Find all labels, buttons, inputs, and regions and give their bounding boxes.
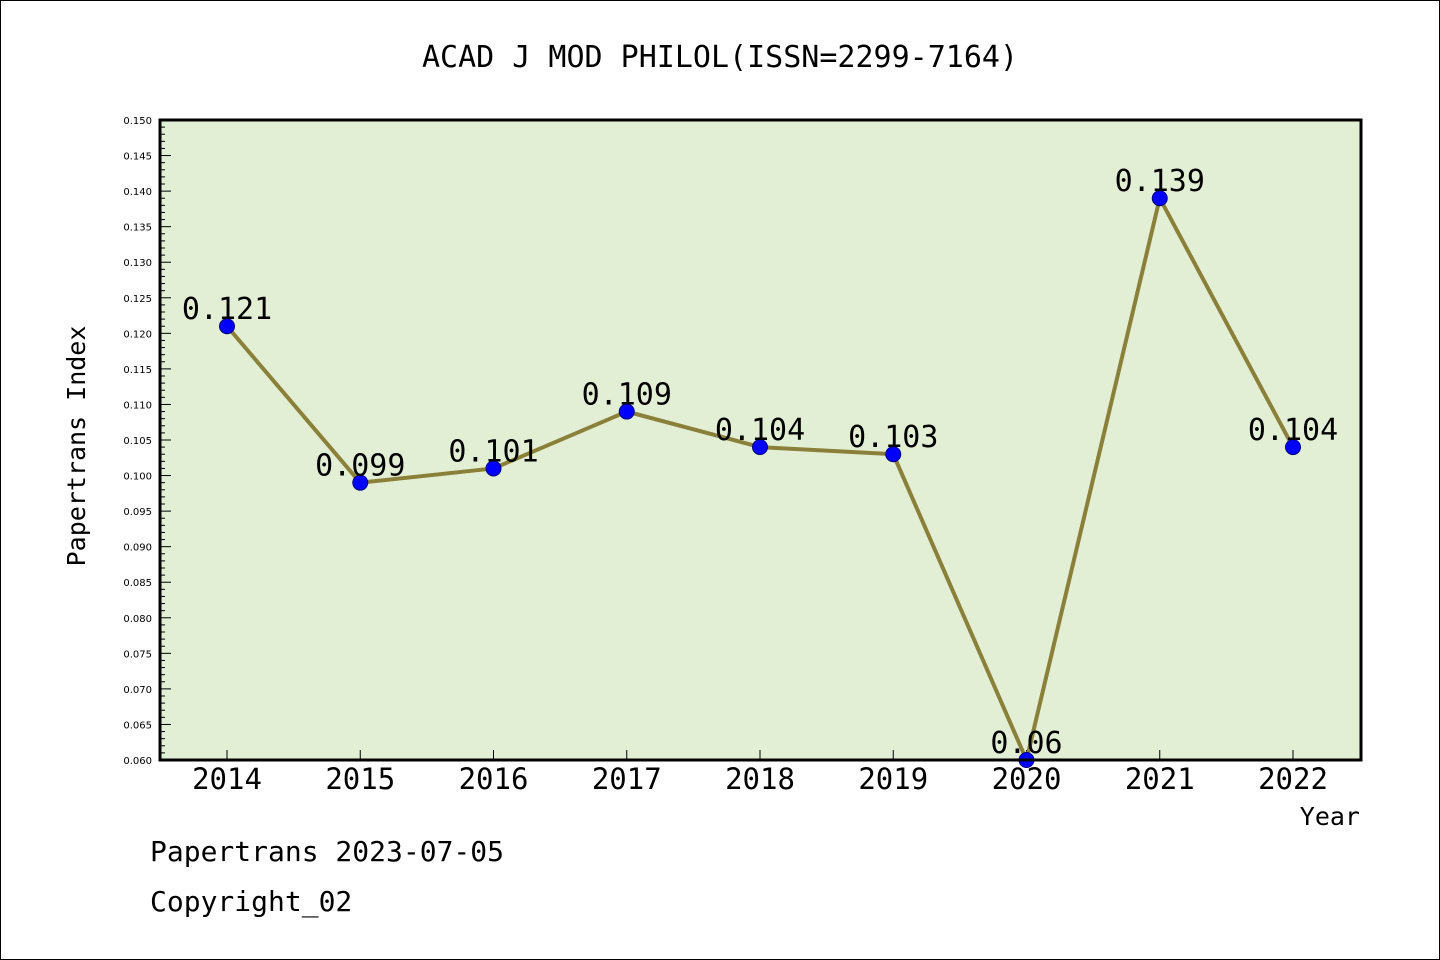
data-label: 0.104 [1248, 413, 1338, 448]
data-point-marker [752, 439, 768, 456]
chart-title: ACAD J MOD PHILOL(ISSN=2299-7164) [422, 40, 1018, 75]
y-tick-label: 0.120 [123, 329, 152, 340]
y-tick-label: 0.105 [123, 436, 152, 447]
data-point-marker [352, 474, 369, 491]
x-tick-label: 2014 [192, 762, 262, 796]
y-tick-label: 0.085 [123, 578, 152, 589]
data-label: 0.139 [1115, 164, 1205, 199]
x-tick-label: 2018 [725, 762, 795, 796]
y-axis-label: Papertrans Index [62, 326, 91, 567]
x-tick-label: 2017 [592, 762, 662, 796]
y-tick-label: 0.060 [123, 756, 152, 767]
x-tick-label: 2019 [858, 762, 928, 796]
data-point-marker [485, 460, 502, 477]
x-axis-label: Year [1300, 802, 1360, 831]
y-tick-label: 0.090 [123, 543, 152, 554]
data-label: 0.099 [315, 449, 405, 484]
y-tick-label: 0.115 [123, 365, 152, 376]
plot-border [158, 118, 1363, 762]
data-label: 0.103 [848, 420, 938, 455]
y-tick-label: 0.140 [123, 187, 152, 198]
x-tick-label: 2016 [459, 762, 529, 796]
x-tick-label: 2021 [1125, 762, 1195, 796]
data-labels: 0.121 0.099 0.101 0.109 0.104 0.103 0.06 0.139 0… [182, 164, 1338, 761]
footer-copyright: Copyright_02 [150, 885, 353, 918]
y-tick-label: 0.150 [123, 116, 152, 127]
x-axis-ticks: 2014 2015 2016 2017 2018 2019 2020 2021 2022 [192, 750, 1328, 796]
y-tick-label: 0.125 [123, 294, 152, 305]
y-tick-label: 0.130 [123, 258, 152, 269]
y-tick-label: 0.065 [123, 720, 152, 731]
y-tick-label: 0.080 [123, 614, 152, 625]
footer-source: Papertrans 2023-07-05 [150, 835, 505, 868]
data-label: 0.104 [715, 413, 805, 448]
data-label: 0.109 [582, 378, 672, 413]
x-tick-label: 2022 [1258, 762, 1328, 796]
data-label: 0.121 [182, 292, 272, 327]
y-tick-label: 0.070 [123, 685, 152, 696]
x-tick-label: 2015 [325, 762, 395, 796]
data-label: 0.101 [448, 434, 538, 469]
data-label: 0.06 [990, 726, 1062, 761]
y-tick-label: 0.100 [123, 472, 152, 483]
y-axis-ticks: 0.060 0.065 0.070 0.075 0.080 0.085 0.090 0.095… [123, 116, 171, 767]
data-point-marker [618, 403, 635, 420]
y-tick-label: 0.075 [123, 649, 152, 660]
data-point-marker [885, 446, 902, 463]
data-point-marker [1151, 190, 1168, 207]
y-tick-label: 0.145 [123, 152, 152, 163]
y-tick-label: 0.110 [123, 400, 152, 411]
y-tick-label: 0.095 [123, 507, 152, 518]
data-point-marker [1285, 439, 1301, 456]
data-point-marker [219, 318, 235, 335]
y-tick-label: 0.135 [123, 223, 152, 234]
